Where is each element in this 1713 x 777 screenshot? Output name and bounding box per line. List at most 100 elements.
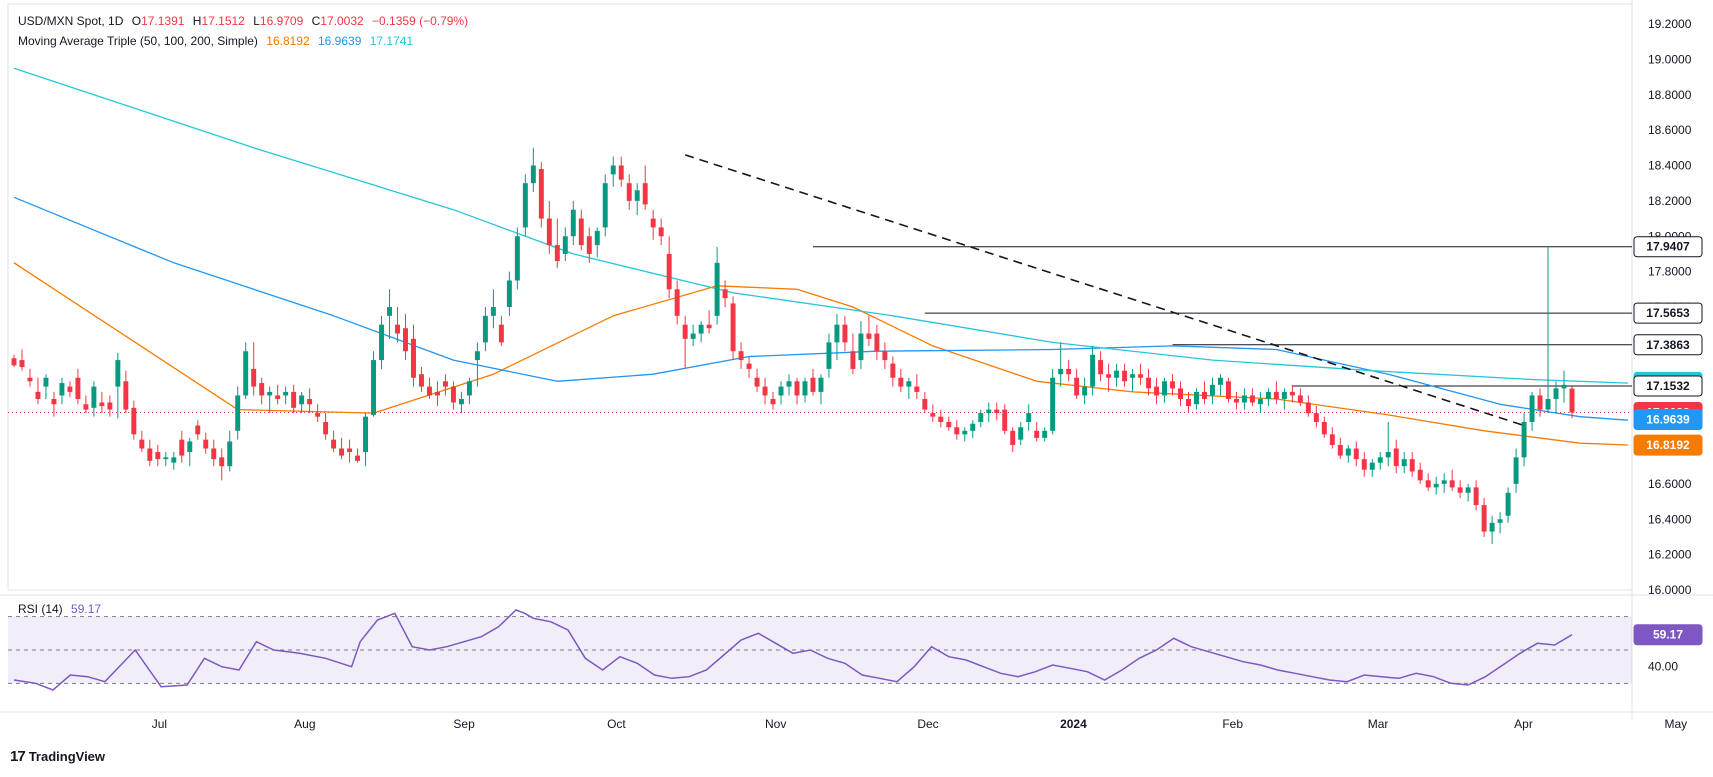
candle-body (1465, 487, 1471, 493)
candle-body (1186, 398, 1191, 407)
candle-body (1225, 381, 1231, 399)
candle-body (666, 253, 672, 290)
price-badge-text: 17.1532 (1646, 379, 1690, 393)
candle-body (1217, 377, 1223, 385)
candle-body (43, 377, 49, 387)
candle-body (1082, 386, 1088, 396)
candle-body (1281, 391, 1287, 399)
candle-body (498, 324, 504, 343)
candle-body (235, 395, 241, 431)
price-badge-bg (1633, 375, 1703, 397)
candle-body (434, 391, 440, 396)
candle-body (387, 307, 392, 316)
candle-body (1345, 448, 1351, 456)
candle-body (1521, 421, 1527, 458)
ma50-line (13, 262, 1628, 446)
candle-body (187, 441, 193, 453)
candle-body (538, 169, 544, 219)
candle-body (163, 457, 169, 460)
candle-body (730, 303, 736, 352)
candle-body (458, 398, 464, 405)
candle-body (1529, 395, 1535, 422)
candle-body (1209, 384, 1215, 396)
candle-body (171, 457, 177, 463)
axes: 19.2000 19.0000 18.8000 18.6000 18.4000 18.20… (152, 17, 1692, 731)
candle-body (530, 165, 536, 184)
candle-body (1457, 487, 1463, 493)
candle-body (554, 245, 560, 262)
candle-body (1337, 444, 1343, 456)
candle-body (1130, 374, 1136, 378)
candle-body (1489, 522, 1495, 532)
ma200-value: 17.1741 (369, 34, 414, 48)
price-badge-bg (1633, 409, 1703, 431)
candle-body (826, 342, 832, 369)
candle-body (770, 398, 776, 405)
candle-body (1305, 402, 1311, 414)
candle-body (714, 262, 720, 316)
ohlc-low: L16.9709 (253, 14, 304, 28)
price-tick-label: 16.2000 (1648, 548, 1692, 562)
ma-legend-label[interactable]: Moving Average Triple (50, 100, 200, Sim… (18, 34, 258, 48)
candle-body (1417, 469, 1423, 481)
candle-body (1481, 505, 1487, 532)
candle-body (395, 324, 400, 334)
candle-body (331, 439, 337, 449)
candle-body (914, 386, 920, 392)
candlesticks (11, 147, 1575, 545)
candle-body (1473, 487, 1479, 506)
candle-body (1010, 430, 1016, 445)
candle-body (1201, 391, 1207, 399)
ma100-value: 16.9639 (318, 34, 362, 48)
candle-body (610, 165, 616, 175)
candle-body (586, 236, 592, 254)
price-badge-text: 16.9639 (1646, 413, 1690, 427)
price-badge-text: 17.9407 (1646, 240, 1690, 254)
time-tick-label: Dec (917, 717, 938, 731)
candle-body (850, 351, 856, 369)
candle-body (962, 430, 968, 435)
candle-body (179, 439, 185, 456)
trendline[interactable] (684, 154, 1525, 427)
candle-body (1553, 388, 1559, 399)
candle-body (906, 381, 912, 387)
tradingview-logo[interactable]: 17 TradingView (10, 748, 105, 765)
candle-body (1138, 374, 1144, 378)
candle-body (1058, 368, 1064, 375)
candle-body (994, 409, 1000, 414)
tradingview-icon: 17 (10, 748, 26, 765)
candle-body (626, 183, 632, 201)
candle-body (139, 439, 145, 449)
candle-body (291, 391, 297, 408)
candle-body (978, 413, 984, 422)
candle-body (1178, 388, 1183, 399)
candle-body (578, 218, 584, 246)
time-tick-label: Sep (453, 717, 475, 731)
candle-body (954, 427, 960, 435)
candle-body (1122, 370, 1128, 382)
rsi-legend: RSI (14) 59.17 (18, 602, 106, 616)
symbol-title[interactable]: USD/MXN Spot, 1D (18, 14, 124, 28)
candle-body (842, 324, 848, 343)
candle-body (155, 452, 161, 460)
candle-body (363, 416, 369, 453)
candle-body (419, 374, 424, 387)
candle-body (858, 333, 864, 361)
candle-body (315, 413, 321, 417)
candle-body (514, 236, 520, 281)
candle-body (267, 391, 273, 396)
candle-body (1561, 384, 1567, 389)
candle-body (123, 381, 129, 410)
candle-body (866, 333, 872, 339)
price-badge-bg (1633, 434, 1703, 456)
candle-body (1425, 480, 1431, 488)
candle-body (355, 455, 361, 461)
candle-body (562, 236, 568, 254)
candle-body (778, 386, 784, 396)
rsi-label[interactable]: RSI (14) (18, 602, 63, 616)
candle-body (131, 407, 137, 435)
candle-body (1257, 398, 1263, 405)
candle-body (426, 386, 432, 396)
candle-body (1170, 381, 1175, 389)
candle-body (299, 395, 305, 405)
